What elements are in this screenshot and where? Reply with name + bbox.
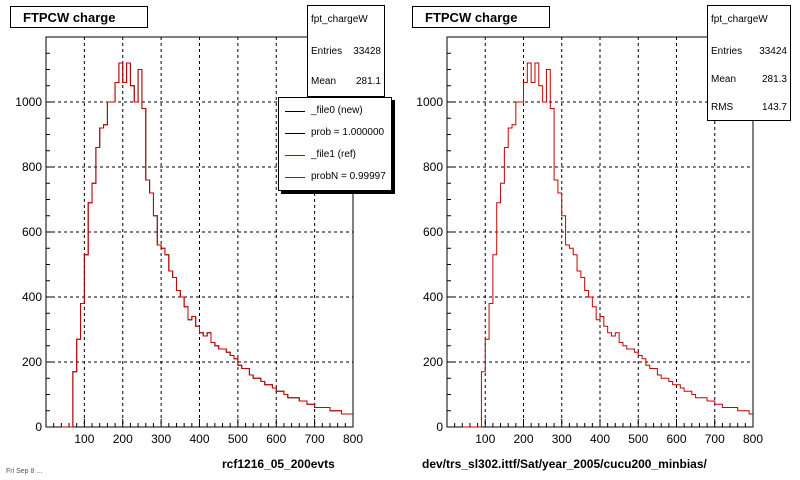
legend-entry-probn: probN = 0.99997 xyxy=(279,166,391,188)
x-tick-label: 500 xyxy=(228,432,248,446)
legend-line-file0 xyxy=(285,111,305,112)
y-tick-label: 1000 xyxy=(416,95,443,109)
legend-entry-file0: _file0 (new) xyxy=(279,100,391,122)
x-tick-label: 700 xyxy=(305,432,325,446)
right-stats-rms: RMS 143.7 xyxy=(711,102,787,113)
legend-line-probn xyxy=(285,177,305,178)
right-stats-mean-label: Mean xyxy=(711,74,737,85)
legend-label-file1: _file1 (ref) xyxy=(311,149,357,160)
x-tick-label: 200 xyxy=(113,432,133,446)
right-caption: dev/trs_sl302.ittf/Sat/year_2005/cucu200… xyxy=(422,457,707,471)
left-panel: 100 200 300 400 500 600 700 800 0 200 400 600 800 100… xyxy=(6,5,392,475)
histogram-series-0 xyxy=(462,62,753,428)
legend-label-prob: prob = 1.000000 xyxy=(311,127,385,138)
right-stats-entries-label: Entries xyxy=(711,46,743,57)
left-stats-entries-value: 33428 xyxy=(353,46,381,57)
legend-entry-file1: _file1 (ref) xyxy=(279,144,391,166)
left-stats-entries-label: Entries xyxy=(311,46,343,57)
y-tick-label: 800 xyxy=(423,160,443,174)
left-stats-mean: Mean 281.1 xyxy=(311,76,381,87)
footer-stamp: Fri Sep 8 ... xyxy=(6,468,43,475)
left-legend: _file0 (new) prob = 1.000000 _file1 (ref… xyxy=(278,97,392,191)
y-tick-label: 800 xyxy=(22,160,42,174)
right-stats-name: fpt_chargeW xyxy=(711,14,768,25)
right-stats-rms-label: RMS xyxy=(711,102,734,113)
y-tick-label: 1000 xyxy=(15,95,42,109)
x-tick-label: 600 xyxy=(666,432,686,446)
left-stats-mean-label: Mean xyxy=(311,76,337,87)
y-tick-label: 400 xyxy=(22,290,42,304)
y-tick-label: 200 xyxy=(423,355,443,369)
x-tick-label: 300 xyxy=(552,432,572,446)
right-stats-entries-value: 33424 xyxy=(759,46,787,57)
x-tick-label: 500 xyxy=(628,432,648,446)
x-tick-label: 100 xyxy=(475,432,495,446)
left-caption: rcf1216_05_200evts xyxy=(222,457,335,471)
y-tick-label: 600 xyxy=(22,225,42,239)
left-chart-title: FTPCW charge xyxy=(10,6,148,28)
y-tick-label: 600 xyxy=(423,225,443,239)
right-stats-mean: Mean 281.3 xyxy=(711,74,787,85)
x-tick-label: 800 xyxy=(343,432,363,446)
histogram-series-1 xyxy=(61,62,353,428)
x-tick-label: 400 xyxy=(590,432,610,446)
right-stats-mean-value: 281.3 xyxy=(761,74,787,85)
right-panel: 100 200 300 400 500 600 700 800 0 200 400 600 800 100… xyxy=(400,0,800,480)
x-tick-label: 100 xyxy=(74,432,94,446)
legend-entry-prob: prob = 1.000000 xyxy=(279,122,391,144)
right-histogram: 100 200 300 400 500 600 700 800 0 200 400 600 800 100… xyxy=(416,36,763,446)
x-tick-label: 400 xyxy=(189,432,209,446)
legend-line-prob xyxy=(285,133,305,134)
right-chart-title: FTPCW charge xyxy=(412,6,550,28)
left-stats-name: fpt_chargeW xyxy=(311,14,368,25)
right-stats-entries: Entries 33424 xyxy=(711,46,787,57)
right-stats-rms-value: 143.7 xyxy=(761,102,787,113)
y-tick-label: 200 xyxy=(22,355,42,369)
left-stats-entries: Entries 33428 xyxy=(311,46,381,57)
left-stats-box: fpt_chargeW Entries 33428 Mean 281.1 xyxy=(307,5,385,97)
x-tick-label: 800 xyxy=(743,432,763,446)
y-tick-label: 400 xyxy=(423,290,443,304)
legend-line-file1 xyxy=(285,155,305,156)
y-tick-label: 0 xyxy=(436,420,443,434)
x-tick-label: 600 xyxy=(266,432,286,446)
x-tick-label: 700 xyxy=(705,432,725,446)
legend-label-probn: probN = 0.99997 xyxy=(311,171,386,182)
right-stats-box: fpt_chargeW Entries 33424 Mean 281.3 RMS… xyxy=(707,5,791,121)
x-tick-label: 200 xyxy=(513,432,533,446)
x-tick-label: 300 xyxy=(151,432,171,446)
left-stats-mean-value: 281.1 xyxy=(355,76,381,87)
y-tick-label: 0 xyxy=(35,420,42,434)
legend-label-file0: _file0 (new) xyxy=(311,105,363,116)
